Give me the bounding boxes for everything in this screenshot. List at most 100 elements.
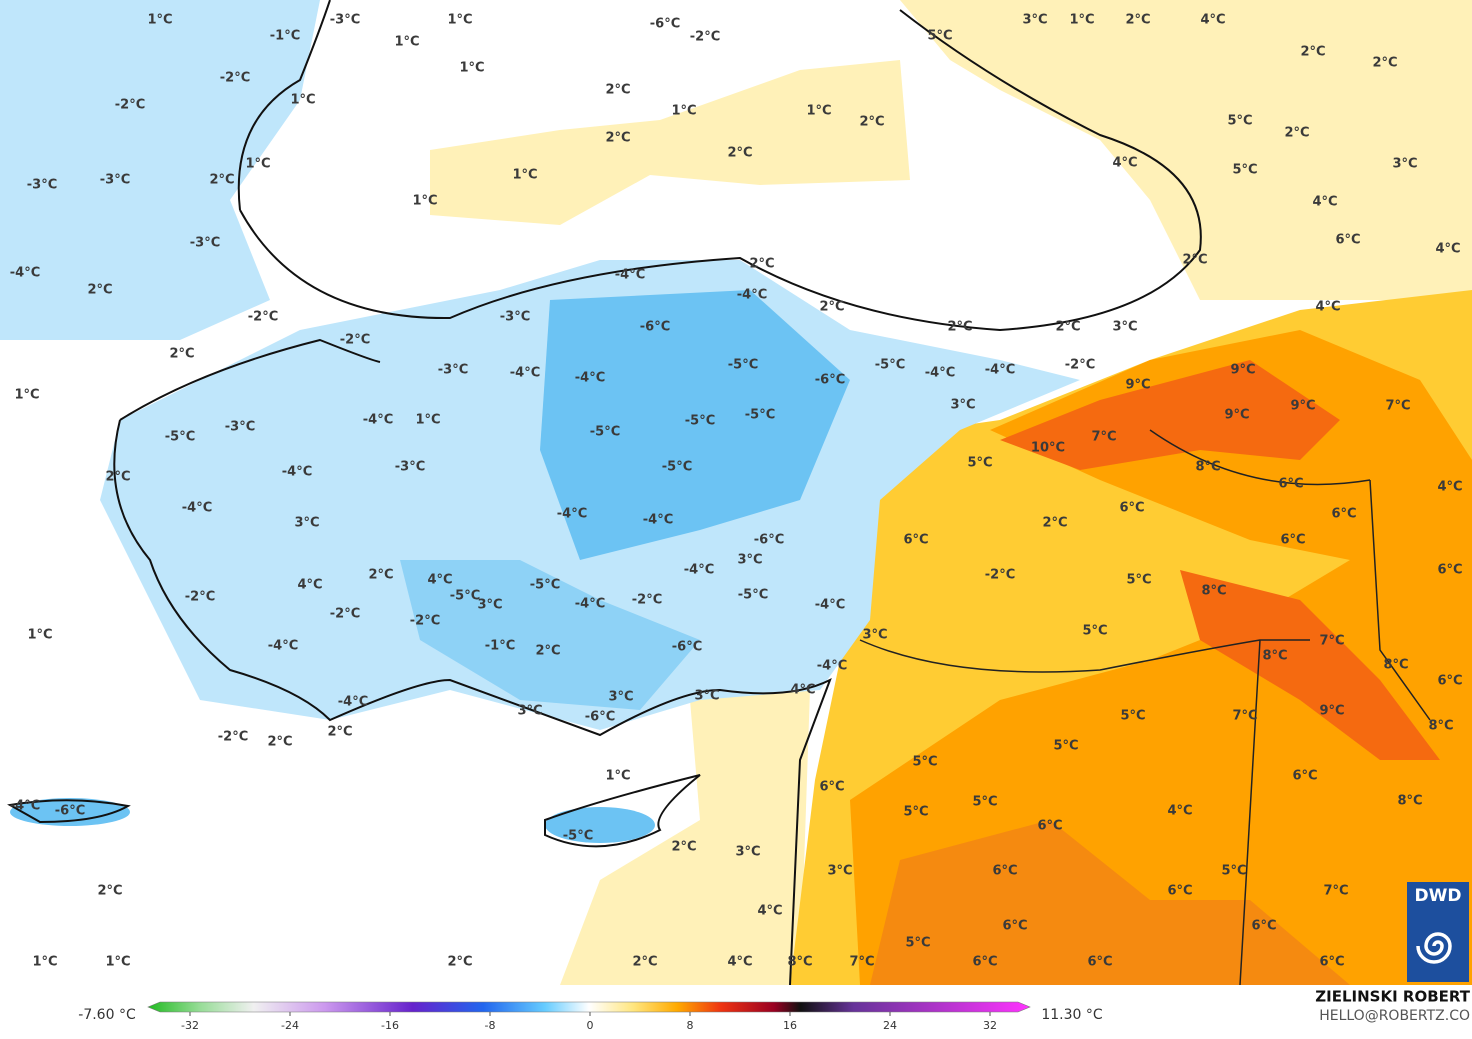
temperature-label: -2°C (248, 310, 278, 325)
temperature-label: 2°C (447, 955, 472, 970)
temperature-label: 6°C (1087, 955, 1112, 970)
temperature-label: 2°C (105, 470, 130, 485)
colorbar-min: -7.60 °C (78, 1007, 136, 1023)
field-hot (1180, 570, 1440, 760)
temperature-label: -2°C (340, 333, 370, 348)
field-hot (870, 820, 1350, 985)
temperature-label: -4°C (268, 639, 298, 654)
temperature-label: 2°C (267, 735, 292, 750)
temperature-label: 8°C (1201, 584, 1226, 599)
field-cold (545, 807, 655, 843)
temperature-label: -6°C (650, 17, 680, 32)
temperature-label: 5°C (1232, 163, 1257, 178)
temperature-label: 6°C (1278, 477, 1303, 492)
temperature-label: 3°C (608, 690, 633, 705)
coastline (7, 799, 131, 824)
temperature-label: -2°C (410, 614, 440, 629)
temperature-label: 1°C (14, 388, 39, 403)
temperature-label: 2°C (169, 347, 194, 362)
temperature-label: 7°C (1319, 634, 1344, 649)
temperature-label: 2°C (327, 725, 352, 740)
temperature-label: -5°C (738, 588, 768, 603)
temperature-label: -2°C (218, 730, 248, 745)
temperature-label: 6°C (1002, 919, 1027, 934)
temperature-label: 2°C (1300, 45, 1325, 60)
temperature-label: 1°C (147, 13, 172, 28)
temperature-label: -4°C (925, 366, 955, 381)
colorbar-ticks: -32 -24 -16 -8 0 8 16 24 32 (181, 1012, 997, 1032)
temperature-label: -5°C (662, 460, 692, 475)
colorbar-tick-label: 0 (587, 1019, 594, 1032)
temperature-label: -3°C (190, 236, 220, 251)
temperature-label: 1°C (27, 628, 52, 643)
temperature-label: -5°C (875, 358, 905, 373)
colorbar-tick-label: -24 (281, 1019, 299, 1032)
temperature-label: 5°C (912, 755, 937, 770)
temperature-label: 5°C (927, 29, 952, 44)
temperature-label: -4°C (643, 513, 673, 528)
coastline (544, 774, 701, 848)
temperature-label: -5°C (590, 425, 620, 440)
temperature-label: 6°C (819, 780, 844, 795)
temperature-label: -6°C (640, 320, 670, 335)
temperature-label: -6°C (754, 533, 784, 548)
temperature-label: 1°C (32, 955, 57, 970)
temperature-label: 8°C (1383, 658, 1408, 673)
logo-spiral (1416, 932, 1452, 964)
temperature-label: -4°C (737, 288, 767, 303)
temperature-label: -5°C (450, 589, 480, 604)
temperature-label: -5°C (530, 578, 560, 593)
temperature-label: 1°C (671, 104, 696, 119)
temperature-label: -3°C (395, 460, 425, 475)
temperature-label: 6°C (1437, 563, 1462, 578)
temperature-label: -4°C (817, 659, 847, 674)
temperature-label: 2°C (1182, 253, 1207, 268)
temperature-label: 5°C (967, 456, 992, 471)
temperature-label: 9°C (1125, 378, 1150, 393)
temperature-label: 2°C (727, 146, 752, 161)
temperature-label: -4°C (182, 501, 212, 516)
temperature-label: 4°C (757, 904, 782, 919)
temperature-label: 6°C (1167, 884, 1192, 899)
colorbar-tick-label: 8 (687, 1019, 694, 1032)
temperature-label: -2°C (632, 593, 662, 608)
temperature-label: 1°C (394, 35, 419, 50)
temperature-label: 2°C (605, 131, 630, 146)
temperature-label: 3°C (862, 628, 887, 643)
temperature-label: 6°C (1319, 955, 1344, 970)
temperature-label: -6°C (585, 710, 615, 725)
temperature-label: 9°C (1230, 363, 1255, 378)
logo: DWD (1407, 882, 1469, 982)
temperature-label: 1°C (105, 955, 130, 970)
temperature-label: 3°C (1112, 320, 1137, 335)
temperature-label: -5°C (685, 414, 715, 429)
logo-text: DWD (1415, 886, 1462, 906)
temperature-label: -2°C (220, 71, 250, 86)
temperature-label: -4°C (575, 597, 605, 612)
temperature-label: -4°C (10, 799, 40, 814)
coastline (239, 9, 1202, 332)
temperature-label: 4°C (1435, 242, 1460, 257)
colorbar-tick-label: 24 (883, 1019, 897, 1032)
colorbar-tick-label: -32 (181, 1019, 199, 1032)
colorbar-tick-label: 32 (983, 1019, 997, 1032)
temperature-label: -2°C (115, 98, 145, 113)
colorbar (147, 1001, 1031, 1013)
temperature-label: 5°C (903, 805, 928, 820)
temperature-label: -4°C (282, 465, 312, 480)
temperature-label: 10°C (1031, 441, 1065, 456)
temperature-label: 2°C (87, 283, 112, 298)
temperature-label: 1°C (512, 168, 537, 183)
temperature-label: -3°C (100, 173, 130, 188)
temperature-label: 5°C (972, 795, 997, 810)
email: HELLO@ROBERTZ.CO (1319, 1008, 1470, 1024)
temperature-label: 6°C (972, 955, 997, 970)
temperature-label: 8°C (1428, 719, 1453, 734)
field-warm (900, 0, 1472, 300)
temperature-label: 1°C (1069, 13, 1094, 28)
temperature-label: 3°C (950, 398, 975, 413)
temperature-label: -4°C (363, 413, 393, 428)
author: ZIELINSKI ROBERT (1315, 988, 1470, 1006)
field-cold (540, 290, 850, 560)
